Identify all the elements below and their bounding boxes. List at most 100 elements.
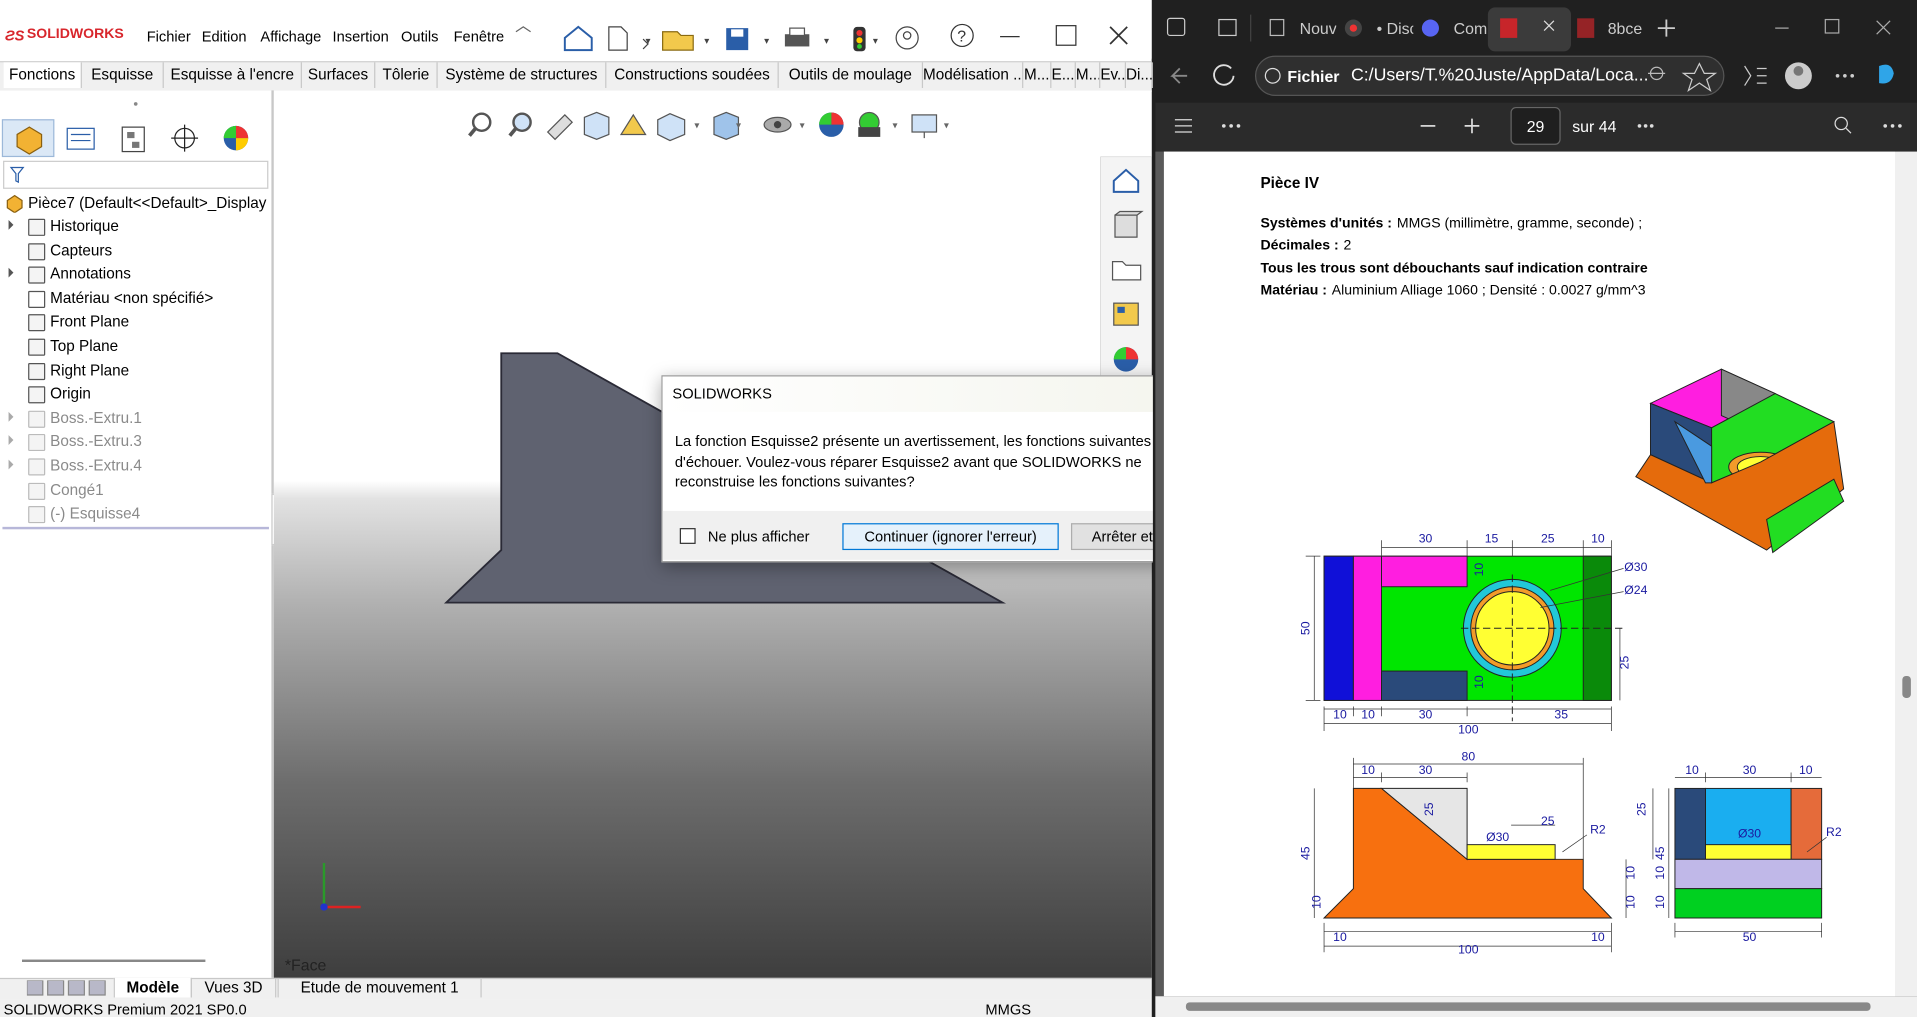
tree-item[interactable]: Congé1 <box>50 481 104 499</box>
address-bar[interactable] <box>1254 55 1725 96</box>
copilot[interactable] <box>1879 64 1894 84</box>
zoom-area[interactable] <box>512 112 532 133</box>
tree-item[interactable]: Capteurs <box>50 241 113 259</box>
tree-item[interactable]: Origin <box>50 385 91 403</box>
close-tab[interactable] <box>1543 20 1555 31</box>
profile[interactable] <box>1784 62 1812 90</box>
tree-item[interactable]: Annotations <box>50 265 131 283</box>
refresh[interactable] <box>1213 64 1235 86</box>
tree-icon[interactable] <box>28 458 46 476</box>
user-icon[interactable] <box>895 26 919 50</box>
model-tab[interactable]: Modèle <box>113 977 192 998</box>
command-tab[interactable]: Modélisation ... <box>923 62 1024 89</box>
display-style[interactable] <box>713 111 740 141</box>
favorite[interactable] <box>1681 62 1718 92</box>
toc[interactable] <box>1174 119 1193 133</box>
expand-arrow[interactable] <box>8 411 14 422</box>
command-tab[interactable]: Di... <box>1126 62 1153 89</box>
tree-item[interactable]: Boss.-Extru.3 <box>50 433 142 451</box>
search[interactable] <box>1834 116 1848 131</box>
home-icon[interactable] <box>563 25 593 52</box>
model-tab[interactable]: Etude de mouvement 1 <box>277 977 482 998</box>
url[interactable]: C:/Users/T.%20Juste/AppData/Loca... <box>1350 66 1649 86</box>
tree-icon[interactable] <box>28 338 46 356</box>
resources-tab[interactable] <box>1112 168 1140 193</box>
tree-icon[interactable] <box>28 386 46 404</box>
tree-icon[interactable] <box>28 218 46 236</box>
command-tab[interactable]: M... <box>1076 62 1101 89</box>
tree-icon[interactable] <box>28 242 46 260</box>
menu-item[interactable]: Affichage <box>260 28 322 46</box>
rollback-bar[interactable] <box>2 526 269 530</box>
close[interactable] <box>1109 26 1128 45</box>
command-tab[interactable]: E... <box>1051 62 1076 89</box>
library-tab[interactable] <box>1114 210 1144 238</box>
back[interactable] <box>1170 67 1188 84</box>
checkbox-label[interactable]: Ne plus afficher <box>707 528 810 546</box>
v-scrollbar[interactable] <box>1894 151 1917 997</box>
tree-item[interactable]: Boss.-Extru.1 <box>50 409 142 427</box>
browser-tab[interactable]: Com <box>1453 20 1488 37</box>
print-icon[interactable] <box>784 34 810 47</box>
continue-button[interactable]: Continuer (ignorer l'erreur) <box>842 523 1059 551</box>
menu-item[interactable]: Fenêtre <box>453 28 505 46</box>
palette-tab[interactable] <box>1113 302 1139 326</box>
tree-root[interactable]: Pièce7 (Default<<Default>_Display <box>28 194 267 212</box>
zoom-fit[interactable] <box>471 112 492 133</box>
tree-icon[interactable] <box>28 266 46 284</box>
active-tab[interactable] <box>1487 7 1572 52</box>
browser-tab[interactable]: Nouv <box>1299 20 1337 37</box>
open-icon[interactable] <box>662 31 694 51</box>
command-tab[interactable]: Outils de moulage <box>779 62 924 89</box>
tree-icon[interactable] <box>28 434 46 452</box>
tree-item[interactable]: Boss.-Extru.4 <box>50 457 142 475</box>
help-icon[interactable] <box>950 23 974 48</box>
command-tab[interactable]: Ev... <box>1100 62 1126 89</box>
menu-item[interactable]: Insertion <box>332 28 389 46</box>
menu-item[interactable]: Outils <box>401 28 439 46</box>
menu-item[interactable]: Fichier <box>146 28 191 46</box>
expand-arrow[interactable] <box>8 459 14 470</box>
tree-item[interactable]: Front Plane <box>50 313 130 331</box>
tree-icon[interactable] <box>28 410 46 428</box>
v-thumb[interactable] <box>1902 675 1911 698</box>
tree-icon[interactable] <box>28 506 46 524</box>
command-tab[interactable]: M... <box>1023 62 1052 89</box>
tree-icon[interactable] <box>28 290 46 308</box>
tree-item[interactable]: Right Plane <box>50 361 130 379</box>
prev-view[interactable] <box>546 114 574 141</box>
dynamic-annot[interactable] <box>619 113 647 136</box>
command-tab[interactable]: Tôlerie <box>375 62 438 89</box>
tree-icon[interactable] <box>28 362 46 380</box>
command-tab[interactable]: Esquisse à l'encre <box>164 62 302 89</box>
expand-arrow[interactable] <box>8 267 14 278</box>
tree-scroll[interactable] <box>22 959 206 962</box>
new-icon[interactable] <box>608 26 628 51</box>
explorer-tab[interactable] <box>1111 260 1142 281</box>
section-view[interactable] <box>583 111 610 141</box>
command-tab[interactable]: Fonctions <box>3 62 82 89</box>
tab-property[interactable] <box>66 127 95 150</box>
command-tab[interactable]: Esquisse <box>82 62 164 89</box>
browser-tab[interactable]: 8bce <box>1607 20 1643 37</box>
expand-arrow[interactable] <box>8 435 14 446</box>
pin-icon[interactable] <box>515 26 531 33</box>
model-tab[interactable]: Vues 3D <box>190 977 277 998</box>
tree-item[interactable]: Historique <box>50 217 119 235</box>
tab-actions[interactable] <box>1218 18 1237 37</box>
view-orient[interactable] <box>657 113 686 142</box>
zoom-in[interactable] <box>1464 118 1480 134</box>
filter-icon[interactable] <box>9 166 25 184</box>
tree-icon[interactable] <box>28 482 46 500</box>
command-tab[interactable]: Système de structures <box>438 62 607 89</box>
tree-item[interactable]: Top Plane <box>50 337 119 355</box>
maximize[interactable] <box>1055 25 1077 46</box>
tree-item[interactable]: (-) Esquisse4 <box>50 505 141 523</box>
page-box[interactable] <box>1510 106 1561 145</box>
expand-arrow[interactable] <box>8 220 14 230</box>
page-number[interactable]: 29 <box>1526 117 1545 136</box>
menu-item[interactable]: Edition <box>201 28 247 46</box>
units[interactable]: MMGS <box>985 1001 1032 1017</box>
workspaces[interactable] <box>1166 17 1186 37</box>
h-thumb[interactable] <box>1185 1002 1871 1011</box>
